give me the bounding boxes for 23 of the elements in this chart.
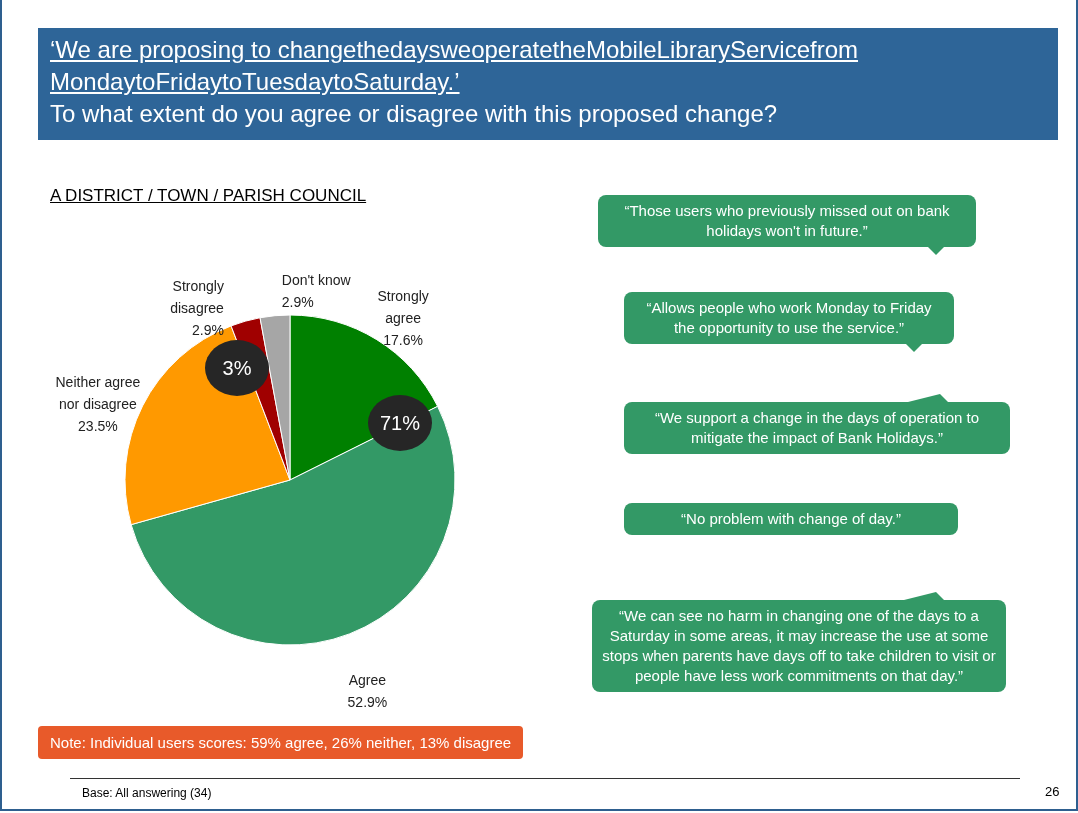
chart-title: ‘We are proposing to changethedaysweoperatetheMobileLibraryServicefrom MondaytoFridaytoTuesdaytoSaturday.’ [50, 35, 859, 97]
text: Base: All answering (34) [82, 786, 212, 800]
text: A DISTRICT / TOWN / PARISH COUNCIL [50, 186, 367, 206]
data-label: 2.9% [281, 293, 314, 310]
slice-label: Don't know [281, 271, 352, 288]
text: 71% [368, 395, 432, 451]
text: “Allows people who work Monday to Friday the opportunity to use the service.” [624, 292, 954, 344]
chart-subtitle: To what extent do you agree or disagree with this proposed change? [50, 99, 779, 129]
text: “We can see no harm in changing one of the days to a Saturday in some areas, it may increase the use at some stops when parents have days off to take children to visit or people have less work commitments on that day.” [592, 600, 1006, 692]
text: 3% [205, 340, 269, 396]
slice-label: Strongly agree [377, 288, 429, 327]
data-label: 2.9% [191, 322, 224, 339]
slice-label: Agree [348, 671, 387, 688]
text: “No problem with change of day.” [624, 503, 958, 535]
data-label: 23.5% [78, 418, 118, 435]
data-label: 52.9% [347, 693, 388, 710]
text: “We support a change in the days of operation to mitigate the impact of Bank Holidays.” [624, 402, 1010, 454]
slice-label: Neither agree nor disagree [55, 374, 141, 413]
text: 26 [1045, 784, 1060, 799]
text: “Those users who previously missed out on bank holidays won't in future.” [598, 195, 976, 247]
text: Note: Individual users scores: 59% agree, 26% neither, 13% disagree [38, 726, 524, 759]
slice-label: Strongly disagree [170, 278, 225, 317]
data-label: 17.6% [383, 332, 423, 349]
